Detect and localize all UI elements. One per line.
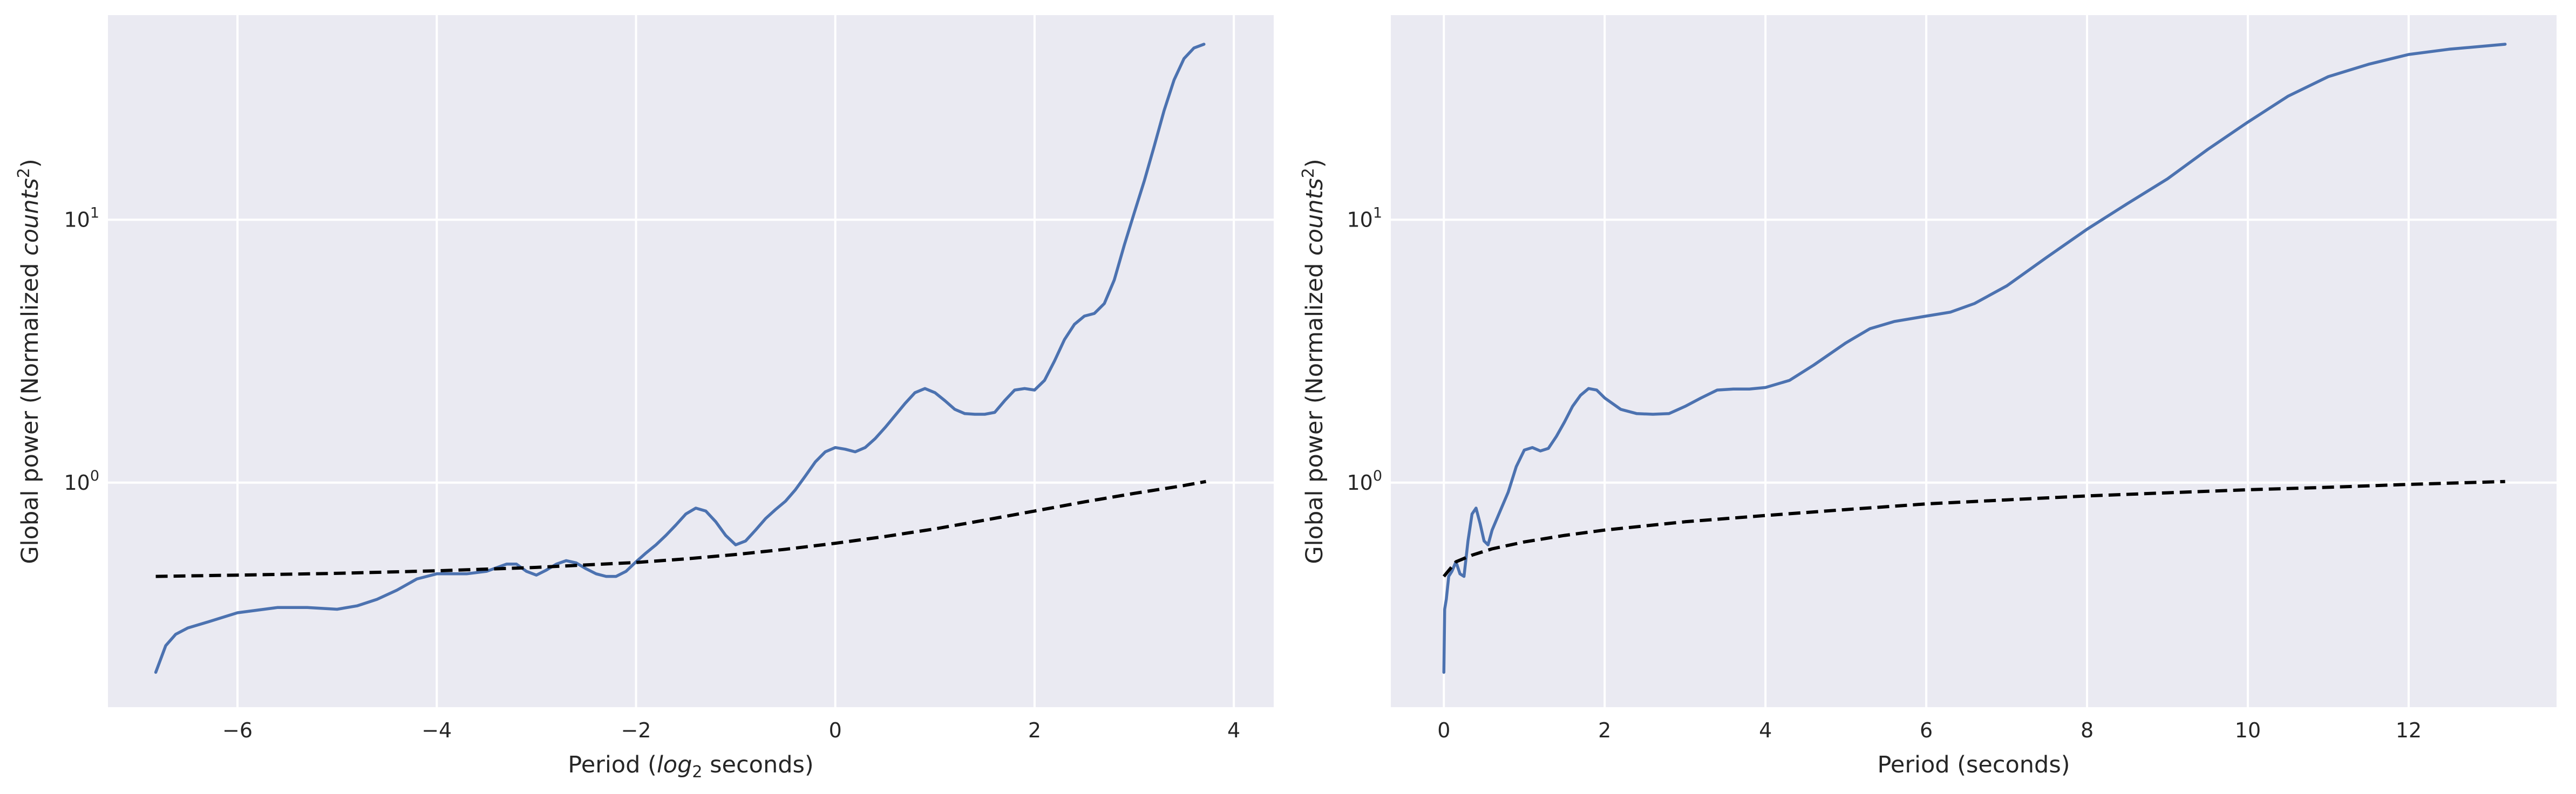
right-x-axis-label: Period (seconds): [1877, 751, 2070, 778]
series-line-solid: [1442, 43, 2507, 674]
right-y-axis-label: Global power (Normalized counts2): [1299, 159, 1328, 564]
x-tick-label: 12: [2396, 718, 2422, 742]
y-tick-label: 101: [64, 204, 99, 231]
right-y-tick-labels: 100 101: [1347, 204, 1382, 494]
series-line-solid: [154, 43, 1206, 674]
left-y-tick-labels: 100 101: [64, 204, 99, 494]
x-tick-label: 2: [1028, 718, 1041, 742]
left-y-axis-label: Global power (Normalized counts2): [15, 159, 44, 564]
left-x-axis-label: Period (log2 seconds): [568, 751, 813, 782]
right-panel: 0 2 4 6 8 10 12 100 101 Period (seconds) Global…: [1299, 15, 2557, 778]
left-plot-background: [108, 15, 1274, 707]
x-tick-label: 10: [2235, 718, 2261, 742]
x-tick-label: −4: [422, 718, 452, 742]
x-tick-label: 8: [2081, 718, 2094, 742]
left-grid: [108, 15, 1274, 707]
right-x-tick-labels: 0 2 4 6 8 10 12: [1437, 718, 2422, 742]
x-tick-label: 0: [829, 718, 842, 742]
left-series-lines: [154, 43, 1207, 674]
series-line-dashed: [1442, 480, 2505, 578]
x-tick-label: 2: [1598, 718, 1611, 742]
right-plot-background: [1391, 15, 2557, 707]
left-x-tick-labels: −6 −4 −2 0 2 4: [222, 718, 1240, 742]
y-tick-label: 100: [1347, 468, 1382, 495]
x-tick-label: 4: [1227, 718, 1240, 742]
x-tick-label: 4: [1759, 718, 1772, 742]
y-tick-label: 100: [64, 468, 99, 495]
right-series-lines: [1442, 43, 2507, 674]
x-tick-label: 0: [1437, 718, 1450, 742]
x-tick-label: 6: [1920, 718, 1933, 742]
left-panel: −6 −4 −2 0 2 4 100 101 Period (log2 seconds) G…: [15, 15, 1274, 782]
right-grid: [1391, 15, 2557, 707]
x-tick-label: −2: [621, 718, 651, 742]
x-tick-label: −6: [222, 718, 253, 742]
y-tick-label: 101: [1347, 204, 1382, 231]
